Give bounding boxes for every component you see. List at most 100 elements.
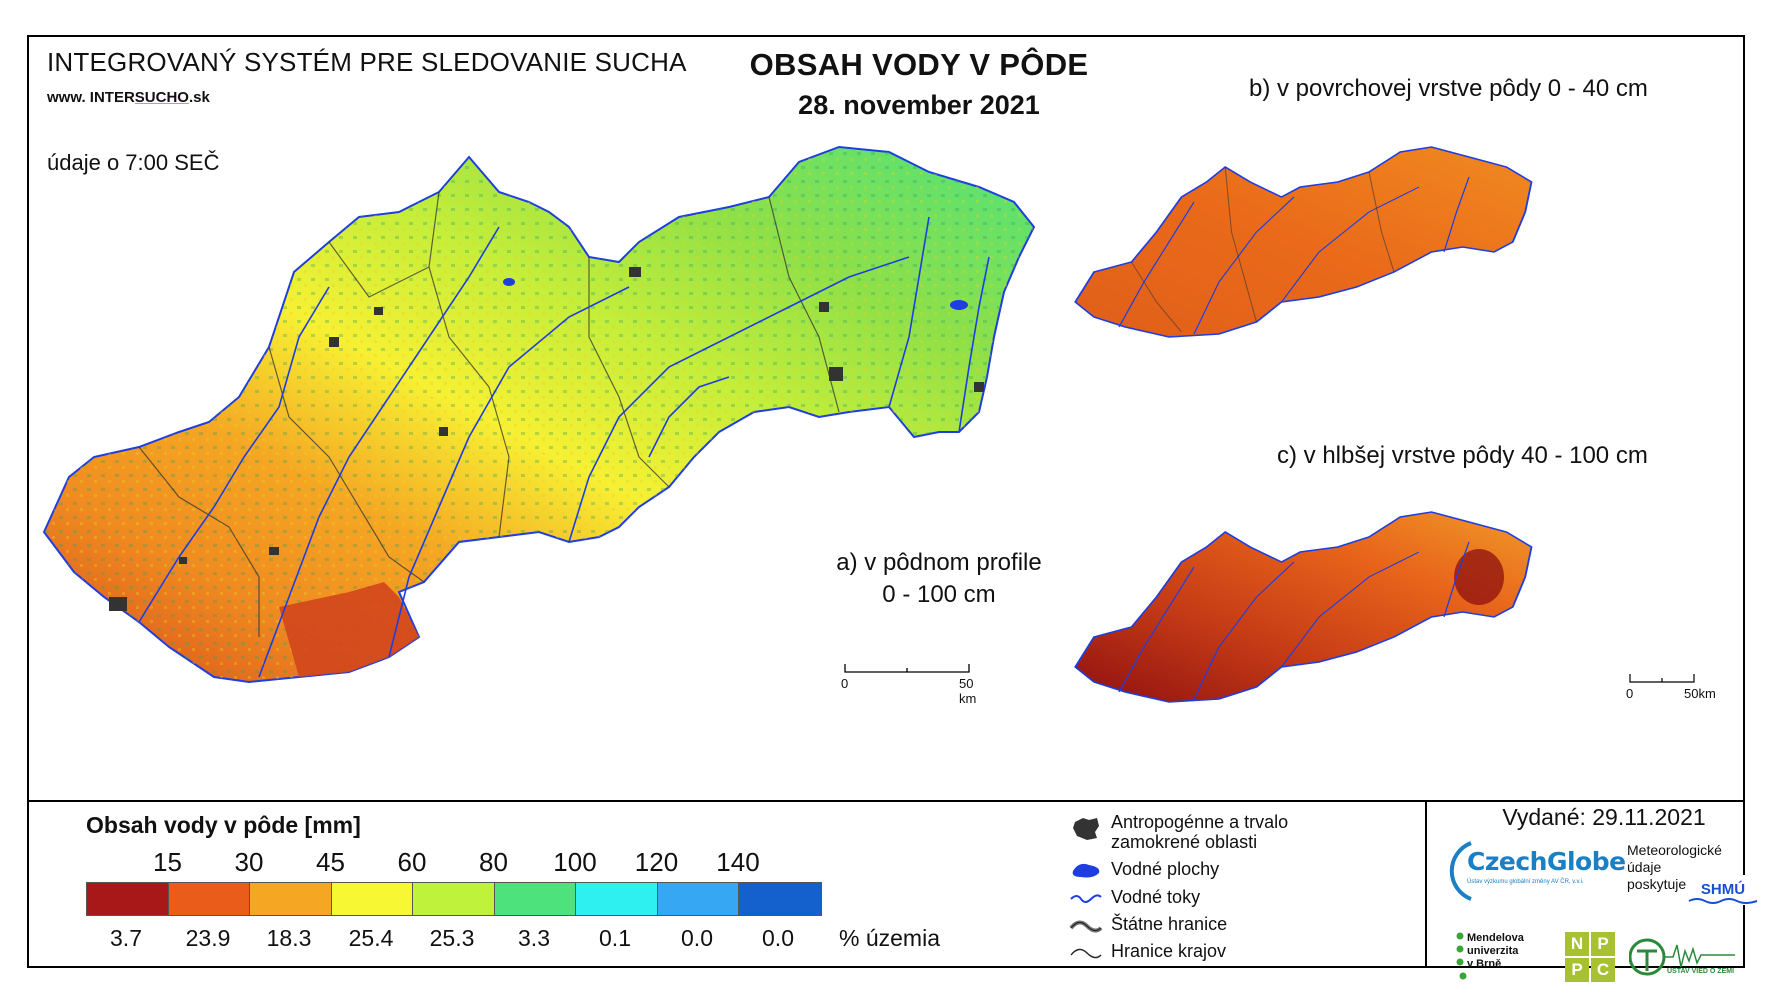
url-prefix: www. INTER xyxy=(47,89,135,106)
legend-tick: 60 xyxy=(397,847,427,877)
legend-pct: 3.7 xyxy=(110,925,142,951)
czechglobe-sub: Ústav výzkumu globální změny AV ČR, v.v.… xyxy=(1467,879,1584,885)
legend-color-cell xyxy=(331,883,413,915)
legend-pct: 0.1 xyxy=(599,925,631,951)
scale-bar-main: 0 50 km xyxy=(841,662,994,706)
legend-tick: 30 xyxy=(234,847,264,877)
anthro-areas-a xyxy=(109,267,984,611)
legend-unit: % územia xyxy=(839,925,940,951)
shmu-logo-text: SHMÚ xyxy=(1701,880,1745,898)
czechglobe-logo: CzechGlobe Ústav výzkumu globální změny … xyxy=(1439,837,1626,917)
streams-label: Vodné toky xyxy=(1111,887,1201,907)
legend-percentages: 3.7 23.9 18.3 25.4 25.3 3.3 0.1 0.0 0.0 xyxy=(86,925,886,955)
scale-main-zero: 0 xyxy=(841,676,849,691)
uvz-logo: ÚSTAV VIED O ZEMI xyxy=(1629,938,1735,976)
water-areas-label: Vodné plochy xyxy=(1111,859,1220,879)
map-a-soil-profile xyxy=(42,145,1036,684)
scale-main-label: 50 km xyxy=(959,676,977,706)
legend-color-cell xyxy=(87,883,169,915)
mendel-line2: univerzita xyxy=(1467,945,1519,957)
mendel-university-logo: Mendelova univerzita v Brně xyxy=(1467,932,1524,971)
map-b-label: b) v povrchovej vrstve pôdy 0 - 40 cm xyxy=(1249,75,1648,102)
legend-ticks: 15 30 45 60 80 100 120 140 xyxy=(86,847,846,877)
legend-pct: 23.9 xyxy=(185,925,231,951)
symbol-anthro: Antropogénne a trvalo zamokrené oblasti xyxy=(1069,812,1288,852)
scale-bar-small-graphic xyxy=(1629,674,1695,683)
nppc-p2: P xyxy=(1565,958,1589,982)
legend-color-cell xyxy=(413,883,495,915)
meteo-line3: poskytuje: xyxy=(1627,876,1691,892)
map-c-label: c) v hlbšej vrstve pôdy 40 - 100 cm xyxy=(1277,442,1648,469)
legend-color-cell xyxy=(494,883,576,915)
uvz-text: ÚSTAV VIED O ZEMI xyxy=(1667,966,1734,975)
map-frame: INTEGROVANÝ SYSTÉM PRE SLEDOVANIE SUCHA … xyxy=(27,35,1759,982)
legend-title: Obsah vody v pôde [mm] xyxy=(86,812,361,838)
czechglobe-name: CzechGlobe xyxy=(1467,847,1626,876)
legend-pct: 0.0 xyxy=(681,925,713,951)
czechglobe-arc-icon xyxy=(1449,841,1472,901)
nppc-logo: N P P C xyxy=(1565,932,1615,982)
issued-date: Vydané: 29.11.2021 xyxy=(1502,804,1706,830)
anthro-label-line1: Antropogénne a trvalo xyxy=(1111,812,1289,832)
symbol-streams: Vodné toky xyxy=(1069,887,1200,909)
map-a-label-line2: 0 - 100 cm xyxy=(882,581,996,608)
legend-color-cell xyxy=(576,883,658,915)
scale-small-label: 50km xyxy=(1684,686,1716,701)
dry-south-region xyxy=(279,582,419,677)
url-mid: SUCHO xyxy=(134,89,189,106)
symbol-state-border: Štátne hranice xyxy=(1069,914,1227,936)
legend-pct: 0.0 xyxy=(762,925,794,951)
nppc-c: C xyxy=(1591,958,1615,982)
nppc-n: N xyxy=(1565,932,1589,956)
mendel-dots-icon xyxy=(1456,932,1467,980)
legend-color-cell xyxy=(739,883,821,915)
legend-pct: 25.3 xyxy=(429,925,475,951)
nppc-p1: P xyxy=(1591,932,1615,956)
system-title: INTEGROVANÝ SYSTÉM PRE SLEDOVANIE SUCHA xyxy=(47,47,687,77)
map-a-label: a) v pôdnom profile 0 - 100 cm xyxy=(789,547,1089,611)
legend-color-cell xyxy=(250,883,332,915)
water-areas-a xyxy=(503,278,968,310)
map-b-surface-layer xyxy=(1074,146,1533,338)
slovakia-outline-c xyxy=(1074,511,1533,703)
legend-pct: 3.3 xyxy=(518,925,550,951)
footer-divider xyxy=(1425,800,1427,968)
legend-tick: 140 xyxy=(716,847,760,877)
legend-color-bar xyxy=(86,882,822,916)
mendel-line1: Mendelova xyxy=(1467,932,1524,944)
meteo-line2: údaje xyxy=(1627,859,1662,875)
shmu-logo: SHMÚ xyxy=(1687,875,1759,905)
meteo-provider-text: Meteorologické údaje poskytuje: xyxy=(1627,842,1722,893)
legend-divider xyxy=(29,800,1743,802)
water-area-icon xyxy=(1072,863,1100,878)
legend-tick: 15 xyxy=(153,847,182,877)
map-c-deep-layer xyxy=(1074,511,1533,703)
anthro-area-icon xyxy=(1073,818,1099,840)
map-a-label-line1: a) v pôdnom profile xyxy=(836,549,1042,576)
meteo-line1: Meteorologické xyxy=(1627,842,1722,858)
region-border-icon xyxy=(1070,948,1102,959)
legend-tick: 120 xyxy=(634,847,679,877)
region-border-label: Hranice krajov xyxy=(1111,941,1227,961)
slovakia-outline-b xyxy=(1074,146,1533,338)
legend-pct: 18.3 xyxy=(266,925,312,951)
url-suffix: .sk xyxy=(188,89,210,106)
legend-color-cell xyxy=(168,883,250,915)
stream-icon xyxy=(1070,894,1102,903)
symbol-region-border: Hranice krajov xyxy=(1069,941,1226,963)
legend-tick: 45 xyxy=(316,847,345,877)
anthro-label-line2: zamokrené oblasti xyxy=(1111,832,1258,852)
state-border-label: Štátne hranice xyxy=(1111,914,1228,934)
website-link[interactable]: www. INTERSUCHO.sk xyxy=(47,89,210,106)
scale-bar-small: 0 50km xyxy=(1626,672,1739,712)
mendel-line3: v Brně xyxy=(1467,958,1502,970)
legend-tick: 100 xyxy=(553,847,597,877)
scale-bar-main-graphic xyxy=(844,664,970,673)
scale-small-zero: 0 xyxy=(1626,686,1634,701)
region-borders-a xyxy=(138,191,840,637)
state-border-icon xyxy=(1069,920,1103,933)
legend-pct: 25.4 xyxy=(348,925,394,951)
page-title: OBSAH VODY V PÔDE xyxy=(749,47,1089,82)
time-note: údaje o 7:00 SEČ xyxy=(47,150,220,175)
symbol-water-areas: Vodné plochy xyxy=(1069,859,1219,881)
